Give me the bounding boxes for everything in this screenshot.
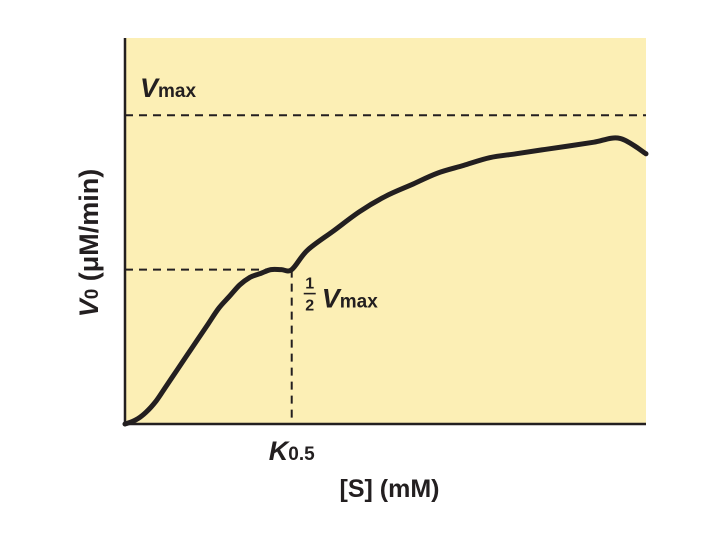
half-vmax-symbol: V — [322, 284, 342, 314]
half-fraction-denominator: 2 — [305, 298, 314, 315]
y-axis-label: V0 (μM/min) — [74, 169, 104, 318]
vmax-label-symbol: V — [140, 73, 160, 103]
axes — [123, 38, 646, 426]
half-vmax-subscript: max — [340, 292, 378, 313]
x-axis-label: [S] (mM) — [340, 475, 440, 503]
k05-label: K0.5 — [269, 436, 315, 466]
y-axis-symbol: V — [74, 297, 104, 317]
half-vmax-text: Vmax — [322, 284, 378, 314]
series-curve — [122, 135, 649, 427]
plot-background — [125, 38, 646, 424]
guide-lines — [125, 114, 646, 424]
y-axis-subscript: 0 — [82, 289, 103, 300]
vmax-label: Vmax — [140, 73, 196, 103]
half-vmax-label: 1 2 Vmax — [303, 276, 378, 315]
vmax-label-subscript: max — [158, 81, 196, 102]
k05-label-subscript: 0.5 — [288, 444, 315, 465]
half-fraction-numerator: 1 — [305, 276, 314, 293]
y-axis-unit: (μM/min) — [74, 169, 104, 289]
k05-label-symbol: K — [269, 436, 291, 466]
